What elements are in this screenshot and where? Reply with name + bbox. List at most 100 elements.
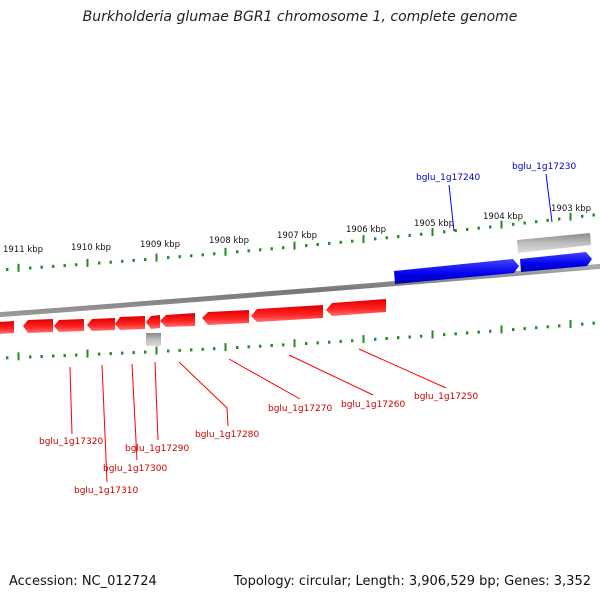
gene-label-bglu_1g17240[interactable]: bglu_1g17240 bbox=[416, 173, 480, 183]
ruler-upper-minor-tick bbox=[443, 230, 446, 234]
ruler-lower-minor-tick bbox=[443, 333, 446, 337]
gene-bglu_1g17280[interactable] bbox=[160, 313, 195, 327]
callout-line-bglu_1g17280 bbox=[178, 361, 229, 427]
accession-text: Accession: NC_012724 bbox=[9, 574, 157, 589]
ruler-lower-minor-tick bbox=[109, 352, 112, 356]
ruler-upper-minor-tick bbox=[29, 266, 32, 270]
ruler-lower-minor-tick bbox=[489, 329, 492, 333]
ruler-lower-minor-tick bbox=[397, 336, 400, 340]
gene-label-bglu_1g17280[interactable]: bglu_1g17280 bbox=[195, 430, 259, 440]
ruler-lower-minor-tick bbox=[63, 354, 66, 358]
ruler-lower-minor-tick bbox=[466, 331, 469, 335]
gene-bglu_1g17330[interactable] bbox=[0, 321, 14, 334]
ruler-upper-major-tick bbox=[362, 235, 365, 244]
ruler-lower-minor-tick bbox=[316, 341, 319, 345]
ruler-lower-minor-tick bbox=[132, 351, 135, 355]
scale-ruler-upper bbox=[6, 212, 595, 272]
gene-label-bglu_1g17270[interactable]: bglu_1g17270 bbox=[268, 404, 332, 414]
gene-label-bglu_1g17250[interactable]: bglu_1g17250 bbox=[414, 392, 478, 402]
ruler-upper-minor-tick bbox=[247, 249, 250, 253]
ruler-lower-major-tick bbox=[224, 343, 227, 352]
ruler-upper-minor-tick bbox=[385, 236, 388, 240]
grey-feature-upper[interactable] bbox=[517, 233, 591, 253]
gene-bglu_1g17290[interactable] bbox=[146, 315, 160, 329]
ruler-lower-minor-tick bbox=[351, 339, 354, 343]
ruler-lower-minor-tick bbox=[374, 337, 377, 341]
ruler-upper-minor-tick bbox=[167, 256, 170, 260]
ruler-upper-minor-tick bbox=[63, 264, 66, 268]
ruler-lower-minor-tick bbox=[558, 324, 561, 328]
ruler-upper-minor-tick bbox=[466, 227, 469, 231]
ruler-lower-minor-tick bbox=[305, 342, 308, 345]
ruler-upper-minor-tick bbox=[592, 213, 595, 217]
ruler-upper-minor-tick bbox=[213, 252, 216, 256]
gene-bglu_1g17310[interactable] bbox=[54, 319, 84, 332]
gene-label-bglu_1g17290[interactable]: bglu_1g17290 bbox=[125, 444, 189, 454]
scale-label-1903: 1903 kbp bbox=[551, 204, 591, 214]
ruler-upper-minor-tick bbox=[523, 221, 526, 225]
ruler-lower-minor-tick bbox=[178, 348, 181, 352]
ruler-lower-minor-tick bbox=[144, 350, 147, 354]
gene-bglu_1g17270[interactable] bbox=[202, 310, 249, 325]
gene-label-bglu_1g17300[interactable]: bglu_1g17300 bbox=[103, 464, 167, 474]
callout-line-bglu_1g17270 bbox=[228, 358, 301, 400]
gene-label-bglu_1g17320[interactable]: bglu_1g17320 bbox=[39, 437, 103, 447]
scale-label-1909: 1909 kbp bbox=[140, 240, 180, 250]
ruler-lower-major-tick bbox=[293, 339, 296, 348]
scale-label-1908: 1908 kbp bbox=[209, 236, 249, 246]
ruler-lower-minor-tick bbox=[385, 337, 388, 340]
grey-feature-lower[interactable] bbox=[146, 333, 161, 346]
gene-label-bglu_1g17310[interactable]: bglu_1g17310 bbox=[74, 486, 138, 496]
scale-ruler-lower bbox=[6, 320, 595, 361]
ruler-upper-major-tick bbox=[86, 258, 89, 267]
gene-bglu_1g17240[interactable] bbox=[394, 259, 519, 284]
ruler-upper-minor-tick bbox=[282, 246, 285, 250]
ruler-lower-minor-tick bbox=[190, 348, 193, 352]
ruler-upper-minor-tick bbox=[109, 260, 112, 264]
ruler-upper-minor-tick bbox=[316, 243, 319, 246]
gene-bglu_1g17250[interactable] bbox=[326, 299, 386, 316]
ruler-lower-minor-tick bbox=[98, 352, 101, 356]
gene-bglu_1g17260[interactable] bbox=[251, 305, 323, 322]
ruler-upper-minor-tick bbox=[6, 268, 9, 271]
ruler-upper-minor-tick bbox=[420, 232, 423, 236]
ruler-upper-minor-tick bbox=[144, 258, 147, 261]
gene-bglu_1g17230[interactable] bbox=[520, 252, 592, 272]
ruler-upper-minor-tick bbox=[201, 253, 204, 257]
ruler-upper-minor-tick bbox=[75, 263, 78, 267]
ruler-upper-minor-tick bbox=[454, 229, 457, 233]
ruler-upper-minor-tick bbox=[305, 244, 308, 248]
ruler-lower-minor-tick bbox=[259, 344, 262, 348]
ruler-lower-major-tick bbox=[17, 352, 20, 361]
ruler-lower-major-tick bbox=[500, 325, 503, 334]
ruler-upper-minor-tick bbox=[397, 235, 400, 239]
gene-bglu_1g17320[interactable] bbox=[23, 319, 53, 333]
ruler-upper-minor-tick bbox=[52, 264, 55, 268]
ruler-upper-minor-tick bbox=[190, 254, 193, 258]
ruler-lower-major-tick bbox=[431, 330, 434, 339]
ruler-lower-minor-tick bbox=[167, 349, 170, 353]
ruler-lower-minor-tick bbox=[201, 347, 204, 351]
gene-bglu_1g17295[interactable] bbox=[115, 316, 145, 330]
callout-line-bglu_1g17240 bbox=[448, 184, 455, 232]
scale-label-1904: 1904 kbp bbox=[483, 212, 523, 222]
ruler-lower-major-tick bbox=[155, 346, 158, 355]
ruler-lower-major-tick bbox=[86, 349, 89, 358]
genome-summary-text: Topology: circular; Length: 3,906,529 bp… bbox=[233, 574, 591, 589]
callout-line-bglu_1g17310 bbox=[101, 364, 108, 483]
scale-label-1906: 1906 kbp bbox=[346, 225, 386, 235]
ruler-upper-minor-tick bbox=[374, 237, 377, 241]
gene-label-bglu_1g17260[interactable]: bglu_1g17260 bbox=[341, 400, 405, 410]
ruler-upper-minor-tick bbox=[546, 218, 549, 222]
ruler-upper-major-tick bbox=[155, 253, 158, 262]
ruler-lower-minor-tick bbox=[75, 353, 78, 357]
ruler-upper-minor-tick bbox=[132, 258, 135, 262]
ruler-lower-minor-tick bbox=[29, 355, 32, 359]
ruler-lower-minor-tick bbox=[408, 335, 411, 339]
ruler-upper-minor-tick bbox=[270, 247, 273, 251]
gene-label-bglu_1g17230[interactable]: bglu_1g17230 bbox=[512, 162, 576, 172]
gene-bglu_1g17300[interactable] bbox=[87, 318, 115, 331]
ruler-upper-major-tick bbox=[17, 263, 20, 272]
ruler-lower-minor-tick bbox=[581, 322, 584, 326]
ruler-upper-minor-tick bbox=[40, 265, 43, 269]
